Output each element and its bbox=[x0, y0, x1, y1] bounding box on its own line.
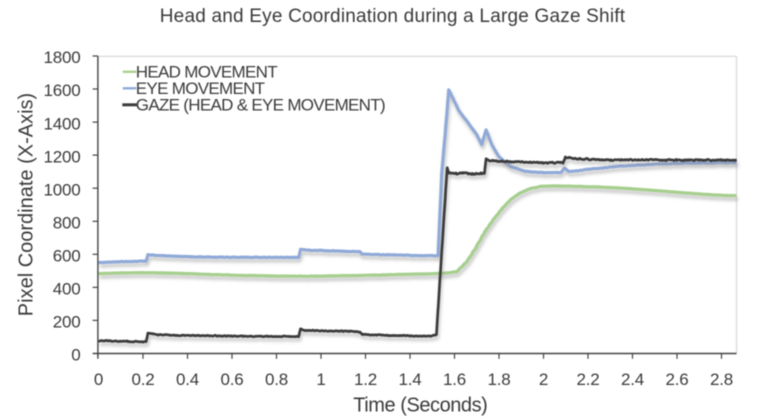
svg-text:2.8: 2.8 bbox=[710, 370, 733, 389]
svg-text:1.4: 1.4 bbox=[398, 370, 421, 389]
svg-text:800: 800 bbox=[53, 214, 81, 233]
svg-text:400: 400 bbox=[53, 280, 81, 299]
svg-text:1000: 1000 bbox=[43, 180, 80, 199]
svg-text:0: 0 bbox=[94, 370, 103, 389]
svg-text:Head and Eye Coordination duri: Head and Eye Coordination during a Large… bbox=[160, 6, 626, 27]
svg-text:Pixel Coordinate (X-Axis): Pixel Coordinate (X-Axis) bbox=[16, 93, 38, 316]
svg-text:2.6: 2.6 bbox=[665, 370, 688, 389]
svg-text:Time (Seconds): Time (Seconds) bbox=[353, 395, 487, 417]
svg-text:1200: 1200 bbox=[43, 147, 80, 166]
svg-text:1: 1 bbox=[316, 370, 325, 389]
svg-text:0: 0 bbox=[71, 346, 80, 365]
svg-text:HEAD MOVEMENT: HEAD MOVEMENT bbox=[136, 62, 277, 81]
svg-text:1800: 1800 bbox=[43, 48, 80, 67]
svg-text:600: 600 bbox=[53, 247, 81, 266]
svg-text:1.6: 1.6 bbox=[443, 370, 466, 389]
svg-text:1600: 1600 bbox=[43, 81, 80, 100]
svg-text:0.2: 0.2 bbox=[131, 370, 154, 389]
svg-text:EYE MOVEMENT: EYE MOVEMENT bbox=[136, 79, 265, 98]
svg-text:1.2: 1.2 bbox=[354, 370, 377, 389]
svg-text:2.4: 2.4 bbox=[621, 370, 644, 389]
svg-text:2: 2 bbox=[539, 370, 548, 389]
svg-text:1.8: 1.8 bbox=[487, 370, 510, 389]
svg-text:0.4: 0.4 bbox=[176, 370, 199, 389]
svg-text:GAZE (HEAD & EYE MOVEMENT): GAZE (HEAD & EYE MOVEMENT) bbox=[136, 95, 385, 114]
svg-text:0.8: 0.8 bbox=[265, 370, 288, 389]
svg-text:1400: 1400 bbox=[43, 114, 80, 133]
svg-text:0.6: 0.6 bbox=[220, 370, 243, 389]
svg-text:2.2: 2.2 bbox=[576, 370, 599, 389]
svg-text:200: 200 bbox=[53, 313, 81, 332]
